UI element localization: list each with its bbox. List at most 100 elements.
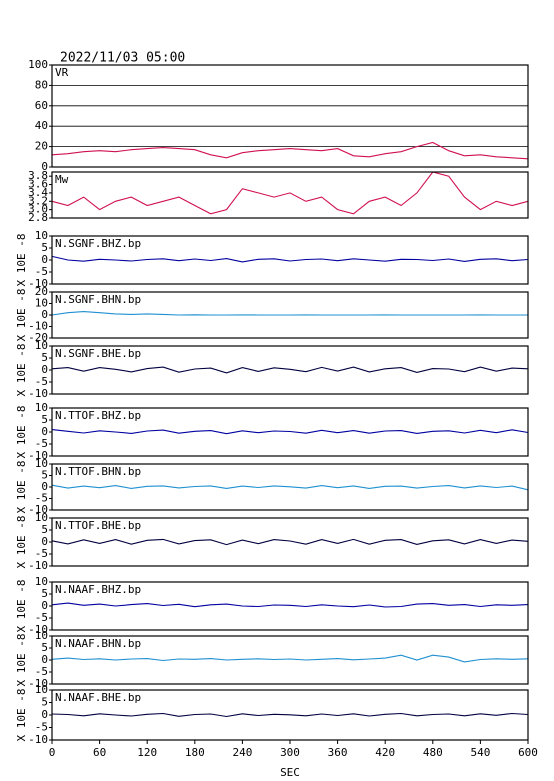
date-title: 2022/11/03 05:00 xyxy=(60,51,185,66)
y-tick-label: 60 xyxy=(35,99,48,112)
y-tick-label: -10 xyxy=(28,623,48,636)
panel-label: VR xyxy=(55,66,69,79)
y-tick-label: 0 xyxy=(41,708,48,721)
panel-frame xyxy=(51,407,529,457)
waveform xyxy=(51,654,529,663)
panel-label: N.SGNF.BHE.bp xyxy=(55,347,141,360)
x-tick-label: 300 xyxy=(280,746,300,759)
y-tick-label: -10 xyxy=(28,387,48,400)
panel-frame xyxy=(51,345,529,395)
x-tick-label: 120 xyxy=(137,746,157,759)
y-axis-label: X 10E -8 xyxy=(15,289,28,342)
y-tick-label: 0 xyxy=(41,535,48,548)
y-tick-label: -10 xyxy=(28,503,48,516)
y-tick-label: -5 xyxy=(35,721,48,734)
y-tick-label: 0 xyxy=(41,653,48,666)
waveform xyxy=(51,429,529,435)
x-tick-label: 540 xyxy=(470,746,490,759)
y-tick-label: 10 xyxy=(35,683,48,696)
waveform xyxy=(51,484,529,491)
y-tick-label: 5 xyxy=(41,241,48,254)
y-tick-label: 5 xyxy=(41,523,48,536)
y-axis-label: X 10E -8 xyxy=(15,689,28,742)
panel-frame xyxy=(51,171,529,219)
y-tick-label: 10 xyxy=(35,575,48,588)
panel-frame xyxy=(51,64,529,168)
y-tick-label: 3.6 xyxy=(28,178,48,191)
y-tick-label: -5 xyxy=(35,492,48,505)
waveform xyxy=(51,141,529,160)
panel-label: N.SGNF.BHZ.bp xyxy=(55,237,141,250)
waveform xyxy=(51,366,529,374)
panel-frame xyxy=(51,517,529,567)
x-tick-label: 180 xyxy=(185,746,205,759)
y-tick-label: -10 xyxy=(28,449,48,462)
panel-label: N.TTOF.BHE.bp xyxy=(55,519,141,532)
y-tick-label: 10 xyxy=(35,339,48,352)
y-axis-label: X 10E -8 xyxy=(15,344,28,397)
waveform xyxy=(51,538,529,546)
y-tick-label: -5 xyxy=(35,437,48,450)
waveform xyxy=(51,602,529,608)
y-tick-label: -5 xyxy=(35,547,48,560)
panel-label: N.NAAF.BHN.bp xyxy=(55,637,141,650)
waveform xyxy=(51,311,528,316)
panel-label: N.SGNF.BHN.bp xyxy=(55,293,141,306)
y-tick-label: 20 xyxy=(35,285,48,298)
y-tick-label: -10 xyxy=(28,733,48,746)
y-tick-label: 5 xyxy=(41,413,48,426)
y-tick-label: 40 xyxy=(35,119,48,132)
waveform xyxy=(51,712,529,718)
y-tick-label: 0 xyxy=(41,253,48,266)
y-tick-label: 10 xyxy=(35,457,48,470)
waveform xyxy=(51,171,529,215)
y-tick-label: 10 xyxy=(35,401,48,414)
y-tick-label: -5 xyxy=(35,611,48,624)
y-axis-label: X 10E -8 xyxy=(15,234,28,287)
y-tick-label: -10 xyxy=(28,320,48,333)
x-axis-label: SEC xyxy=(280,766,300,779)
x-tick-label: 240 xyxy=(232,746,252,759)
panel-frame xyxy=(51,463,529,511)
y-tick-label: -5 xyxy=(35,265,48,278)
y-tick-label: -5 xyxy=(35,375,48,388)
y-tick-label: 0 xyxy=(41,363,48,376)
y-tick-label: 0 xyxy=(41,308,48,321)
y-tick-label: 3.0 xyxy=(28,203,48,216)
y-axis-label: X 10E -8 xyxy=(15,461,28,514)
y-tick-label: -10 xyxy=(28,677,48,690)
y-tick-label: 3.4 xyxy=(28,186,48,199)
panel-label: N.TTOF.BHN.bp xyxy=(55,465,141,478)
panel-label: Mw xyxy=(55,173,69,186)
y-tick-label: 0 xyxy=(41,425,48,438)
waveform xyxy=(51,255,529,263)
y-axis-label: X 10E -8 xyxy=(15,580,28,633)
y-tick-label: 10 xyxy=(35,511,48,524)
x-tick-label: 600 xyxy=(518,746,538,759)
y-tick-label: 5 xyxy=(41,351,48,364)
x-tick-label: 360 xyxy=(328,746,348,759)
y-tick-label: 10 xyxy=(35,297,48,310)
panel-label: N.NAAF.BHE.bp xyxy=(55,691,141,704)
y-tick-label: 5 xyxy=(41,696,48,709)
y-tick-label: 10 xyxy=(35,229,48,242)
y-axis-label: X 10E -8 xyxy=(15,516,28,569)
panel-label: N.TTOF.BHZ.bp xyxy=(55,409,141,422)
y-tick-label: 2.8 xyxy=(28,211,48,224)
y-tick-label: -10 xyxy=(28,559,48,572)
y-axis-label: X 10E -8 xyxy=(15,406,28,459)
x-tick-label: 420 xyxy=(375,746,395,759)
x-tick-label: 0 xyxy=(49,746,56,759)
y-tick-label: 100 xyxy=(28,58,48,71)
y-tick-label: 5 xyxy=(41,641,48,654)
y-tick-label: 20 xyxy=(35,140,48,153)
y-tick-label: 80 xyxy=(35,78,48,91)
y-tick-label: 0 xyxy=(41,480,48,493)
x-tick-label: 60 xyxy=(93,746,106,759)
y-tick-label: 10 xyxy=(35,629,48,642)
panel-label: N.NAAF.BHZ.bp xyxy=(55,583,141,596)
panel-frame xyxy=(51,235,529,285)
panel-frame xyxy=(51,581,529,631)
y-axis-label: X 10E -8 xyxy=(15,634,28,687)
